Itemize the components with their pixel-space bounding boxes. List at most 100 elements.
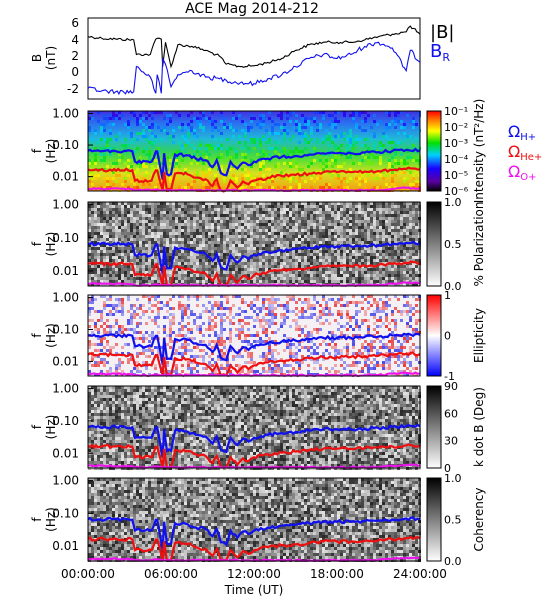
gyro-line-he-plus — [87, 535, 421, 562]
panel-kdotb: 1.00 0.10 0.01 f (Hz) 90 60 30 0 k dot B (Deg) — [30, 380, 486, 475]
b-tick-label: 0 — [71, 65, 79, 79]
colorbar-tick-label: 90 — [444, 380, 458, 393]
gyrofrequency-legend: ΩH+ΩHe+ΩO+ — [508, 122, 542, 183]
colorbar-label: % Polarization — [472, 202, 486, 287]
freq-tick-label: 1.00 — [52, 382, 79, 396]
freq-tick-label: 0.01 — [52, 170, 79, 184]
colorbar-coherency — [426, 477, 442, 562]
b-field-yunit: (nT) — [44, 46, 58, 70]
colorbar-intensity — [426, 110, 442, 192]
panel-coherency: 1.00 0.10 0.01 f (Hz) 1.0 0.5 0.0 Coherency — [30, 472, 486, 568]
b-tick-label: 6 — [71, 16, 79, 30]
freq-tick-label: 1.00 — [52, 198, 79, 212]
colorbar-kdotb — [426, 385, 442, 469]
colorbar-polarization — [426, 201, 442, 287]
b-tick-label: -2 — [67, 82, 79, 96]
freq-tick-label: 1.00 — [52, 474, 79, 488]
panel-frame — [87, 110, 421, 192]
gyro-line-he-plus — [87, 351, 421, 378]
time-axis: 00:00:00 06:00:00 12:00:00 18:00:00 24:0… — [61, 567, 447, 597]
gyro-line-h-plus — [87, 332, 421, 365]
colorbar-tick-label: 10⁻⁴ — [444, 153, 469, 166]
colorbar-ellipticity — [426, 294, 442, 377]
b-tick-label: 2 — [71, 49, 79, 63]
colorbar-tick-label: 10⁻⁶ — [444, 185, 469, 198]
freq-tick-label: 0.01 — [52, 539, 79, 553]
colorbar-label: k dot B (Deg) — [472, 387, 486, 467]
freq-tick-label: 1.00 — [52, 107, 79, 121]
spectrogram-intensity — [88, 111, 421, 192]
freq-tick-label: 0.10 — [52, 506, 79, 520]
freq-tick-label: 0.01 — [52, 264, 79, 278]
spectrogram-kdotb — [88, 386, 421, 470]
gyro-line-o-plus — [87, 371, 421, 378]
freq-axis-label: f — [30, 517, 44, 522]
b-field-series — [87, 25, 421, 96]
b-field-panel: 6 4 2 0 -2 B (nT) |B| BR — [30, 16, 454, 100]
colorbar-tick-label: 1 — [444, 289, 451, 302]
colorbar-tick-label: 0 — [444, 462, 451, 475]
colorbar-tick-label: 0 — [444, 330, 451, 343]
panel-frame — [87, 294, 421, 377]
freq-axis-label: f — [30, 241, 44, 246]
freq-axis-unit: (Hz) — [44, 232, 58, 257]
gyro-line-h-plus — [87, 147, 421, 180]
colorbar-tick-label: 0.0 — [444, 280, 462, 293]
panel-intensity: 1.00 0.10 0.01 f (Hz) 10⁻¹ 10⁻² 10⁻³ 10⁻⁴ 10⁻⁵ 10⁻… — [30, 99, 486, 204]
legend-omega-he: ΩHe+ — [508, 142, 542, 163]
colorbar-tick-label: 0.0 — [444, 555, 462, 568]
freq-tick-label: 0.01 — [52, 446, 79, 460]
spectral-panels: 1.000.100.01f (Hz)10⁻¹10⁻²10⁻³10⁻⁴10⁻⁵10⁻… — [30, 99, 542, 568]
freq-axis-label: f — [30, 333, 44, 338]
freq-tick-label: 1.00 — [52, 291, 79, 305]
time-axis-label: Time (UT) — [224, 583, 284, 597]
colorbar-label: Ellipticity — [472, 308, 486, 363]
b-field-yticks: 6 4 2 0 -2 — [67, 16, 79, 96]
series-line-b-total — [87, 25, 421, 69]
series-line-b-r — [87, 41, 421, 96]
b-field-frame — [87, 17, 421, 100]
panel-frame — [87, 201, 421, 287]
freq-axis-unit: (Hz) — [44, 323, 58, 348]
freq-tick-label: 0.01 — [52, 354, 79, 368]
gyro-line-he-plus — [87, 443, 421, 470]
b-field-ylabel: B — [30, 54, 44, 62]
colorbar-tick-label: 30 — [444, 435, 458, 448]
panel-ellipticity: 1.00 0.10 0.01 f (Hz) 1 0 -1 Ellipticity — [30, 289, 486, 383]
time-tick-label: 24:00:00 — [393, 567, 447, 581]
panel-polarization: 1.00 0.10 0.01 f (Hz) 1.0 0.5 0.0 % Polarization — [30, 196, 486, 293]
time-tick-label: 00:00:00 — [61, 567, 115, 581]
colorbar-tick-label: 1.0 — [444, 472, 462, 485]
chart-title: ACE Mag 2014-212 — [185, 1, 319, 17]
legend-omega-h: ΩH+ — [508, 122, 536, 143]
freq-axis-unit: (Hz) — [44, 507, 58, 532]
panel-frame — [87, 385, 421, 469]
colorbar-tick-label: 10⁻² — [444, 121, 468, 134]
freq-tick-label: 0.10 — [52, 323, 79, 337]
gyro-line-o-plus — [87, 556, 421, 563]
freq-axis-label: f — [30, 424, 44, 429]
time-tick-label: 18:00:00 — [310, 567, 364, 581]
gyro-line-he-plus — [87, 166, 421, 193]
spectrogram-coherency — [88, 478, 421, 562]
legend-omega-o: ΩO+ — [508, 162, 536, 183]
gyro-line-he-plus — [87, 260, 421, 287]
colorbar-label: Intensity (nT²/Hz) — [472, 99, 486, 204]
gyro-line-h-plus — [87, 240, 421, 275]
colorbar-tick-label: 0.5 — [444, 514, 462, 527]
gyro-line-o-plus — [87, 463, 421, 470]
time-tick-label: 06:00:00 — [144, 567, 198, 581]
time-tick-label: 12:00:00 — [227, 567, 281, 581]
freq-tick-label: 0.10 — [52, 414, 79, 428]
colorbar-tick-label: -1 — [444, 370, 455, 383]
freq-tick-label: 0.10 — [52, 231, 79, 245]
b-tick-label: 4 — [71, 33, 79, 47]
spectrogram-ellipticity — [88, 295, 421, 376]
freq-axis-unit: (Hz) — [44, 139, 58, 164]
gyro-line-o-plus — [87, 186, 421, 193]
colorbar-tick-label: 10⁻¹ — [444, 105, 468, 118]
freq-axis-unit: (Hz) — [44, 415, 58, 440]
legend-b-r: BR — [430, 41, 450, 64]
colorbar-tick-label: 1.0 — [444, 196, 462, 209]
